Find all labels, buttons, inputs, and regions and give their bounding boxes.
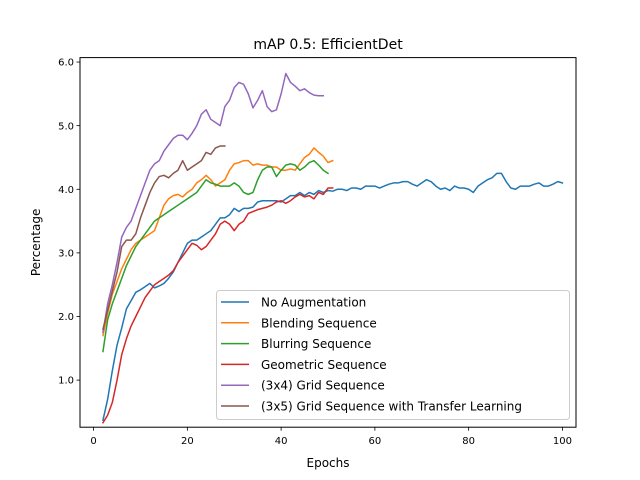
- x-tick-label: 20: [181, 436, 194, 447]
- legend: No Augmentation Blending Sequence Blurring…: [216, 290, 570, 420]
- legend-label-4: Geometric Sequence: [261, 358, 387, 372]
- x-tick-label: 60: [369, 436, 382, 447]
- legend-box: [216, 290, 570, 420]
- y-axis: 1.0 2.0 3.0 4.0 5.0 6.0: [58, 58, 80, 387]
- plot-frame: [79, 57, 577, 428]
- x-tick-label: 40: [275, 436, 288, 447]
- y-tick-label: 5.0: [58, 121, 74, 132]
- x-axis: 0 20 40 60 80 100: [90, 427, 572, 447]
- legend-label-1: No Augmentation: [261, 296, 366, 310]
- y-axis-label: Percentage: [29, 209, 43, 277]
- legend-label-2: Blending Sequence: [261, 316, 377, 330]
- series-lines: [101, 72, 564, 424]
- series-line-5: [102, 72, 325, 334]
- legend-entries: No Augmentation Blending Sequence Blurring…: [221, 296, 522, 414]
- legend-label-6: (3x5) Grid Sequence with Transfer Learni…: [261, 400, 522, 414]
- x-tick-label: 0: [90, 436, 96, 447]
- x-tick-label: 80: [462, 436, 475, 447]
- series-line-6: [102, 145, 226, 331]
- chart-title: mAP 0.5: EfficientDet: [253, 37, 403, 53]
- y-tick-label: 1.0: [58, 376, 74, 387]
- y-tick-label: 6.0: [58, 58, 74, 69]
- y-tick-label: 3.0: [58, 248, 74, 259]
- legend-label-3: Blurring Sequence: [261, 337, 371, 351]
- y-tick-label: 2.0: [58, 312, 74, 323]
- y-tick-label: 4.0: [58, 185, 74, 196]
- legend-label-5: (3x4) Grid Sequence: [261, 379, 385, 393]
- series-line-4: [101, 187, 334, 424]
- series-line-3: [102, 159, 330, 353]
- x-tick-label: 100: [553, 436, 572, 447]
- x-axis-label: Epochs: [307, 456, 350, 470]
